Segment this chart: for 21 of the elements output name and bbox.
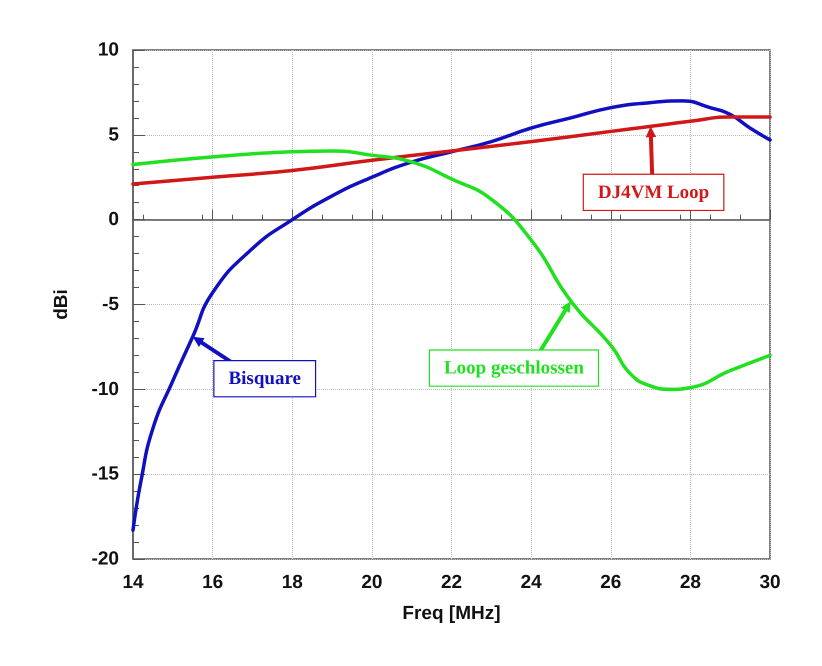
x-tick-label: 16 bbox=[202, 572, 224, 593]
y-tick-label: -20 bbox=[92, 548, 119, 570]
y-tick-label: -10 bbox=[92, 378, 119, 400]
y-tick-label: 0 bbox=[108, 209, 119, 230]
y-tick-label: -15 bbox=[92, 464, 120, 485]
y-tick-label: 5 bbox=[108, 124, 120, 146]
x-tick-label: 26 bbox=[600, 572, 622, 593]
x-axis-title: Freq [MHz] bbox=[402, 603, 501, 624]
x-tick-label: 28 bbox=[680, 572, 701, 593]
x-tick-label: 18 bbox=[282, 572, 303, 593]
x-tick-label: 24 bbox=[520, 572, 542, 593]
annotation: DJ4VM Loop bbox=[598, 182, 710, 203]
annotation: Loop geschlossen bbox=[444, 358, 584, 379]
x-tick-label: 30 bbox=[759, 572, 781, 593]
x-tick-label: 14 bbox=[122, 572, 144, 593]
y-tick-label: -5 bbox=[102, 294, 120, 315]
y-axis-title: dBi bbox=[51, 289, 72, 320]
y-tick-label: 10 bbox=[98, 40, 119, 60]
x-tick-label: 20 bbox=[361, 572, 382, 593]
x-tick-label: 22 bbox=[440, 572, 462, 593]
annotation: Bisquare bbox=[228, 368, 301, 390]
